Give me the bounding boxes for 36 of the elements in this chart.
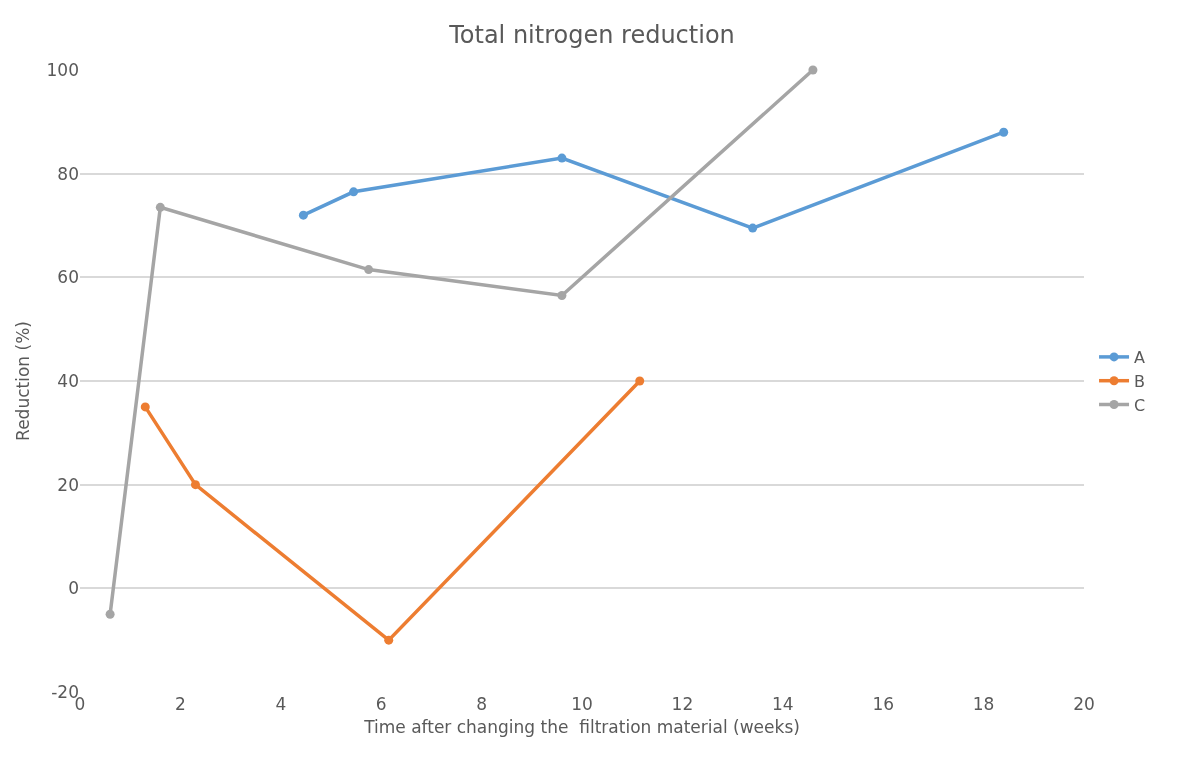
x-tick-label: 4 — [275, 694, 287, 714]
point — [748, 223, 758, 233]
point — [349, 187, 359, 197]
x-tick-label: 8 — [476, 694, 488, 714]
x-tick-label: 6 — [375, 694, 387, 714]
x-tick-label: 10 — [571, 694, 593, 714]
y-tick-label: 60 — [57, 267, 79, 288]
x-tick-label: 14 — [771, 694, 794, 714]
y-tick-label: 20 — [57, 474, 79, 495]
point — [140, 402, 150, 412]
point — [105, 609, 115, 619]
y-tick-label: 40 — [57, 370, 79, 391]
x-tick-label: 2 — [174, 694, 186, 714]
x-tick-label: 16 — [872, 694, 895, 714]
x-tick-label: 12 — [671, 694, 694, 714]
x-tick-label: 18 — [972, 694, 995, 714]
point — [808, 65, 818, 75]
y-tick-label: 0 — [68, 578, 79, 599]
x-tick-label: 20 — [1073, 694, 1095, 714]
point — [155, 202, 165, 212]
point — [384, 635, 394, 645]
y-axis-title: Reduction (%) — [13, 321, 34, 441]
chart-title: Total nitrogen reduction — [448, 21, 735, 50]
point — [298, 210, 308, 220]
point — [557, 290, 567, 300]
legend-label: C — [1134, 395, 1146, 415]
legend-label: A — [1134, 348, 1146, 368]
point — [635, 376, 645, 386]
y-tick-label: 100 — [46, 59, 79, 80]
y-tick-label: 80 — [57, 163, 79, 184]
point — [557, 153, 567, 163]
legend-label: B — [1134, 371, 1146, 391]
point — [190, 480, 200, 490]
point — [999, 127, 1009, 137]
x-axis-title: Time after changing the filtration material (weeks) — [363, 717, 800, 738]
point — [364, 265, 374, 275]
